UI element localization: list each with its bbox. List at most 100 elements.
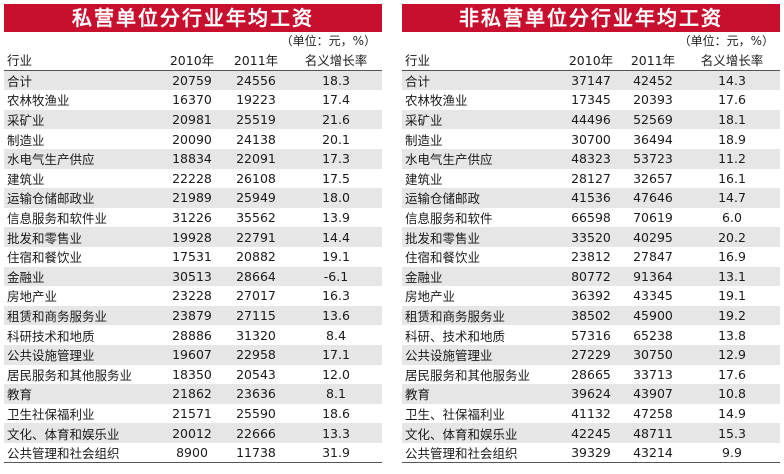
cell-growth-rate: 10.8 [684,384,780,404]
cell-wage-2011: 26108 [222,168,290,189]
cell-wage-2011: 52569 [622,109,684,130]
table-row: 建筑业 28127 32657 16.1 [402,168,780,189]
cell-wage-2011: 47646 [622,188,684,208]
cell-industry: 租赁和商务服务业 [4,305,162,326]
nonprivate-wage-unit-note: （单位：元，%） [678,34,774,48]
cell-industry: 房地产业 [402,286,560,306]
cell-wage-2011: 11738 [222,442,290,464]
cell-growth-rate: 14.9 [684,403,780,424]
table-row: 信息服务和软件 66598 70619 6.0 [402,207,780,228]
table-row: 文化、体育和娱乐业 20012 22666 13.3 [4,423,382,443]
cell-wage-2011: 35562 [222,207,290,228]
cell-industry: 金融业 [4,266,162,287]
cell-growth-rate: 14.4 [290,227,382,247]
cell-growth-rate: 17.6 [684,90,780,110]
table-row: 住宿和餐饮业 17531 20882 19.1 [4,246,382,267]
cell-industry: 采矿业 [4,109,162,130]
cell-wage-2011: 45900 [622,305,684,326]
cell-wage-2010: 30700 [560,129,622,149]
cell-industry: 信息服务和软件 [402,207,560,228]
cell-growth-rate: 18.9 [684,129,780,149]
cell-wage-2010: 23228 [162,286,222,306]
cell-wage-2010: 28665 [560,364,622,385]
nonprivate-wage-panel: 非私营单位分行业年均工资 （单位：元，%） 行业 2010年 2011年 名义增… [402,4,780,464]
cell-wage-2011: 25590 [222,403,290,424]
cell-growth-rate: 17.1 [290,344,382,365]
cell-wage-2010: 36392 [560,286,622,306]
cell-wage-2010: 31226 [162,207,222,228]
cell-wage-2011: 43345 [622,286,684,306]
cell-industry: 卫生、社保福利业 [402,403,560,424]
column-header-growth: 名义增长率 [684,50,780,71]
cell-wage-2010: 33520 [560,227,622,247]
cell-growth-rate: 13.6 [290,305,382,326]
table-row: 运输仓储邮政业 21989 25949 18.0 [4,188,382,208]
cell-wage-2010: 48323 [560,148,622,169]
cell-growth-rate: 11.2 [684,148,780,169]
table-row: 租赁和商务服务业 23879 27115 13.6 [4,305,382,326]
table-row: 住宿和餐饮业 23812 27847 16.9 [402,246,780,267]
cell-wage-2010: 28127 [560,168,622,189]
table-body: 合计 37147 42452 14.3 农林牧渔业 17345 20393 17.6 采矿业 44… [402,70,780,464]
column-header-industry: 行业 [402,50,560,71]
cell-industry: 采矿业 [402,109,560,130]
table-row: 房地产业 36392 43345 19.1 [402,286,780,306]
cell-growth-rate: 17.5 [290,168,382,189]
cell-growth-rate: 16.9 [684,246,780,267]
cell-wage-2010: 57316 [560,325,622,345]
cell-wage-2011: 25519 [222,109,290,130]
cell-industry: 建筑业 [4,168,162,189]
cell-industry: 居民服务和其他服务业 [4,364,162,385]
table-row: 居民服务和其他服务业 18350 20543 12.0 [4,364,382,385]
cell-wage-2011: 24556 [222,70,290,91]
cell-wage-2011: 53723 [622,148,684,169]
column-header-2010: 2010年 [162,50,222,71]
cell-industry: 租赁和商务服务业 [402,305,560,326]
cell-industry: 公共管理和社会组织 [4,442,162,464]
cell-industry: 水电气生产供应 [402,148,560,169]
cell-wage-2011: 42452 [622,70,684,91]
cell-industry: 农林牧渔业 [402,90,560,110]
cell-growth-rate: 18.0 [290,188,382,208]
column-header-2011: 2011年 [222,50,290,71]
cell-wage-2010: 39624 [560,384,622,404]
cell-growth-rate: 18.3 [290,70,382,91]
table-row: 金融业 80772 91364 13.1 [402,266,780,287]
cell-wage-2010: 20012 [162,423,222,443]
table-row: 卫生社保福利业 21571 25590 18.6 [4,403,382,424]
cell-wage-2010: 21862 [162,384,222,404]
cell-industry: 合计 [4,70,162,91]
cell-growth-rate: 14.3 [684,70,780,91]
cell-growth-rate: 16.1 [684,168,780,189]
cell-wage-2010: 23879 [162,305,222,326]
table-row: 金融业 30513 28664 -6.1 [4,266,382,287]
table-row: 水电气生产供应 48323 53723 11.2 [402,148,780,169]
cell-wage-2010: 21989 [162,188,222,208]
table-row: 制造业 30700 36494 18.9 [402,129,780,149]
table-row: 批发和零售业 19928 22791 14.4 [4,227,382,247]
cell-industry: 水电气生产供应 [4,148,162,169]
cell-wage-2011: 47258 [622,403,684,424]
cell-wage-2011: 43214 [622,442,684,464]
cell-growth-rate: 17.3 [290,148,382,169]
table-header-row: 行业 2010年 2011年 名义增长率 [4,50,382,71]
cell-wage-2011: 28664 [222,266,290,287]
cell-wage-2010: 8900 [162,442,222,464]
private-wage-title: 私营单位分行业年均工资 [4,4,382,32]
table-row: 信息服务和软件业 31226 35562 13.9 [4,207,382,228]
cell-industry: 制造业 [402,129,560,149]
cell-growth-rate: 21.6 [290,109,382,130]
cell-wage-2011: 24138 [222,129,290,149]
cell-wage-2011: 30750 [622,344,684,365]
cell-growth-rate: 18.1 [684,109,780,130]
column-header-2011: 2011年 [622,50,684,71]
cell-wage-2011: 31320 [222,325,290,345]
cell-wage-2011: 25949 [222,188,290,208]
cell-industry: 教育 [402,384,560,404]
cell-wage-2011: 91364 [622,266,684,287]
nonprivate-wage-table: 行业 2010年 2011年 名义增长率 合计 37147 42452 14.3 农林牧… [402,50,780,464]
cell-industry: 信息服务和软件业 [4,207,162,228]
cell-industry: 科研、技术和地质 [402,325,560,345]
cell-wage-2010: 66598 [560,207,622,228]
cell-wage-2010: 39329 [560,442,622,464]
